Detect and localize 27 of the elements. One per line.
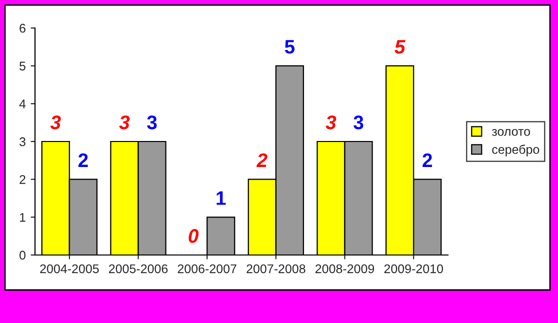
- data-label: 5: [284, 40, 295, 54]
- y-tick-label: 3: [20, 137, 26, 146]
- data-label: 2: [78, 153, 88, 167]
- data-label: 5: [394, 40, 406, 54]
- x-tick-label: 2009-2010: [384, 264, 443, 274]
- legend-label: золото: [492, 129, 530, 136]
- y-tick-label: 2: [20, 175, 26, 184]
- y-tick-label: 0: [20, 250, 26, 260]
- data-label: 1: [216, 191, 226, 205]
- data-label: 2: [422, 153, 432, 167]
- y-tick-label: 1: [20, 213, 26, 222]
- data-label: 0: [188, 229, 199, 243]
- data-label: 3: [119, 116, 130, 130]
- data-label: 2: [256, 153, 268, 167]
- y-tick-label: 4: [19, 100, 26, 108]
- data-label: 3: [50, 116, 61, 130]
- x-tick-label: 2008-2009: [315, 264, 374, 274]
- x-tick-label: 2005-2006: [108, 264, 168, 274]
- legend-label: серебро: [492, 144, 540, 156]
- y-tick-label: 5: [20, 62, 26, 70]
- x-tick-label: 2007-2008: [246, 264, 306, 274]
- y-tick-label: 6: [20, 24, 26, 33]
- data-label: 3: [354, 116, 364, 130]
- data-label: 3: [147, 116, 157, 130]
- x-tick-label: 2004-2005: [40, 264, 99, 274]
- data-label: 3: [326, 116, 336, 130]
- x-tick-label: 2006-2007: [178, 264, 236, 274]
